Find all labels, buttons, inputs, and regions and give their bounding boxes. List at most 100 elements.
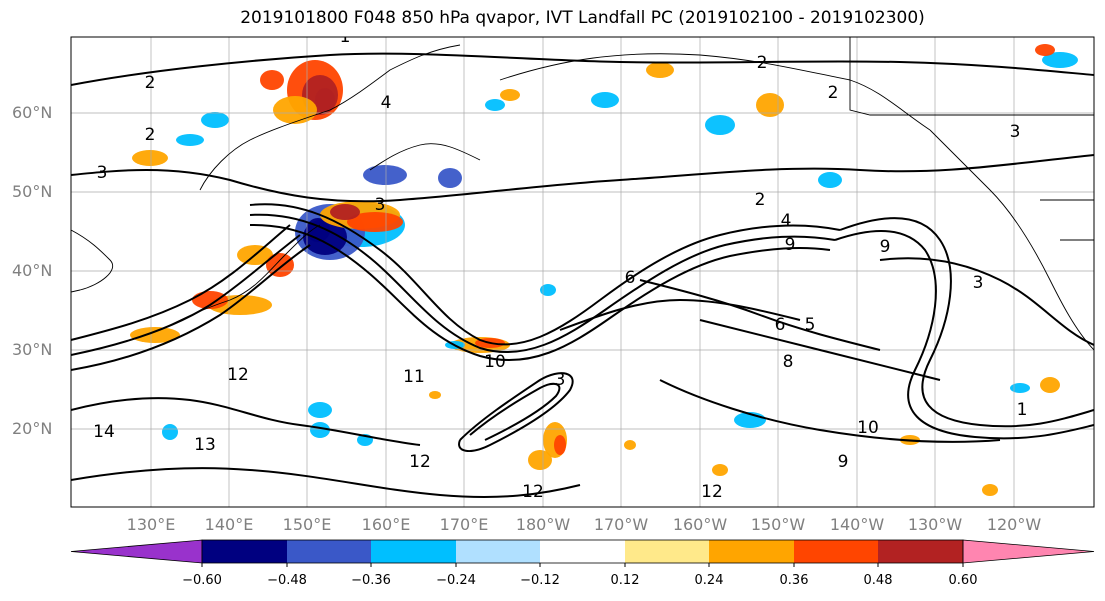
qvapor-anomaly-patch (1040, 377, 1060, 393)
qvapor-anomaly-patch (646, 62, 674, 78)
qvapor-anomaly-patch (266, 253, 294, 277)
colorbar-tick-label: −0.24 (436, 573, 476, 588)
longitude-label: 160°W (672, 515, 728, 534)
colorbar-segment (794, 540, 878, 563)
colorbar-outline (201, 539, 964, 564)
qvapor-anomaly-patch (500, 89, 520, 101)
ivt-contour (71, 52, 1094, 86)
contour-label: 9 (838, 452, 849, 472)
ivt-contour (71, 234, 301, 356)
colorbar-segment (456, 540, 540, 563)
colorbar-segment (287, 540, 371, 563)
qvapor-anomaly-patch (624, 440, 636, 450)
colorbar-tick-label: 0.12 (610, 573, 640, 588)
ivt-contour (699, 319, 941, 381)
coastline-segment (1040, 199, 1094, 241)
ivt-contours (71, 52, 1094, 498)
contour-label: 8 (783, 352, 794, 372)
ivt-contour (469, 382, 561, 441)
contour-label: 4 (781, 211, 792, 231)
contour-label: 10 (857, 418, 879, 438)
map-frame (70, 36, 1095, 508)
contour-label: 1 (1017, 400, 1028, 420)
contour-label: 4 (381, 93, 392, 113)
contour-label: 2 (755, 190, 766, 210)
colorbar-tick-label: −0.60 (182, 573, 222, 588)
contour-label: 2 (145, 125, 156, 145)
contour-label: 3 (97, 163, 108, 183)
contour-label: 12 (409, 452, 431, 472)
latitude-label: 30°N (12, 340, 53, 359)
ivt-contour (559, 298, 801, 331)
qvapor-anomaly-patch (315, 88, 335, 112)
colorbar-segment (709, 540, 794, 563)
contour-label: 12 (522, 482, 544, 502)
qvapor-anomaly-patch (528, 450, 552, 470)
graticule (71, 37, 1094, 507)
contour-label: 2 (757, 53, 768, 73)
contour-label: 6 (625, 268, 636, 288)
contour-label: 12 (701, 482, 723, 502)
colorbar-low-extension (70, 539, 203, 564)
longitude-label: 150°W (750, 515, 806, 534)
ivt-contour (71, 467, 581, 498)
qvapor-anomaly-patch (273, 96, 317, 124)
qvapor-anomaly-patch (308, 402, 332, 418)
qvapor-anomaly-patch (438, 168, 462, 188)
longitude-label: 120°W (986, 515, 1042, 534)
coastline-segment (369, 143, 481, 171)
colorbar-segment (540, 540, 625, 563)
qvapor-anomaly-patch (192, 291, 228, 309)
ivt-contour (639, 279, 881, 351)
coastline-segment (849, 37, 1094, 116)
latitude-label: 60°N (12, 103, 53, 122)
colorbar-tick-label: 0.60 (948, 573, 978, 588)
qvapor-anomaly-patch (330, 204, 360, 220)
longitude-label: 170°W (593, 515, 649, 534)
longitude-label: 130°W (907, 515, 963, 534)
ivt-contour (834, 230, 1094, 440)
coastline-segment (329, 44, 461, 111)
qvapor-anomaly-patch (554, 435, 566, 455)
latitude-label: 40°N (12, 261, 53, 280)
contour-label: 1 (340, 27, 351, 47)
qvapor-anomaly-patch (1042, 52, 1078, 68)
contour-label: 9 (880, 237, 891, 257)
qvapor-anomaly-patch (347, 212, 403, 232)
longitude-label: 170°E (439, 515, 489, 534)
qvapor-anomaly-patch (260, 70, 284, 90)
contour-label: 2 (145, 73, 156, 93)
qvapor-anomaly-patch (363, 165, 407, 185)
ivt-contour (249, 223, 831, 362)
colorbar-tick-label: −0.48 (267, 573, 307, 588)
contour-label: 3 (375, 195, 386, 215)
coastline-segment (71, 229, 113, 293)
contour-label: 10 (484, 352, 506, 372)
ivt-contour (249, 203, 841, 346)
contour-label: 3 (1010, 122, 1021, 142)
qvapor-anomaly-patch (130, 327, 180, 343)
qvapor-anomaly-patch (712, 464, 728, 476)
contour-label: 9 (785, 235, 796, 255)
qvapor-anomaly-patch (540, 284, 556, 296)
colorbar-segment (202, 540, 287, 563)
qvapor-anomaly-patch (1010, 383, 1030, 393)
contour-label: 3 (555, 370, 566, 390)
map-background (71, 37, 1094, 507)
ivt-contour (71, 244, 311, 371)
qvapor-shading (130, 44, 1078, 496)
colorbar-segment (625, 540, 709, 563)
contour-label: 5 (805, 315, 816, 335)
colorbar-segment (878, 540, 963, 563)
ivt-contour (71, 154, 1094, 203)
contour-label: 14 (93, 422, 115, 442)
ivt-contour (879, 257, 1094, 346)
colorbar-tick-label: −0.12 (520, 573, 560, 588)
ivt-contour (71, 397, 421, 446)
longitude-label: 180°W (515, 515, 571, 534)
longitude-label: 130°E (126, 515, 176, 534)
contour-label: 11 (403, 367, 425, 387)
colorbar-tick-label: 0.36 (779, 573, 809, 588)
coastline-segment (929, 129, 1094, 351)
